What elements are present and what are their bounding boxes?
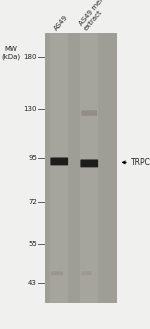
Text: AS49 membrane
extract: AS49 membrane extract bbox=[78, 0, 125, 31]
FancyBboxPatch shape bbox=[50, 158, 68, 165]
Text: 180: 180 bbox=[24, 54, 37, 60]
Text: 130: 130 bbox=[24, 106, 37, 112]
Bar bbox=[80, 33, 98, 303]
FancyBboxPatch shape bbox=[81, 271, 92, 275]
Text: AS49: AS49 bbox=[53, 13, 69, 31]
Text: TRPC6: TRPC6 bbox=[130, 158, 150, 167]
Text: 55: 55 bbox=[28, 241, 37, 247]
Text: 72: 72 bbox=[28, 199, 37, 205]
FancyBboxPatch shape bbox=[81, 110, 97, 116]
Bar bbox=[45, 33, 117, 303]
Text: 95: 95 bbox=[28, 155, 37, 161]
Text: MW
(kDa): MW (kDa) bbox=[1, 46, 20, 60]
FancyBboxPatch shape bbox=[51, 271, 63, 275]
Text: 43: 43 bbox=[28, 280, 37, 286]
Bar bbox=[50, 33, 68, 303]
FancyBboxPatch shape bbox=[80, 160, 98, 167]
